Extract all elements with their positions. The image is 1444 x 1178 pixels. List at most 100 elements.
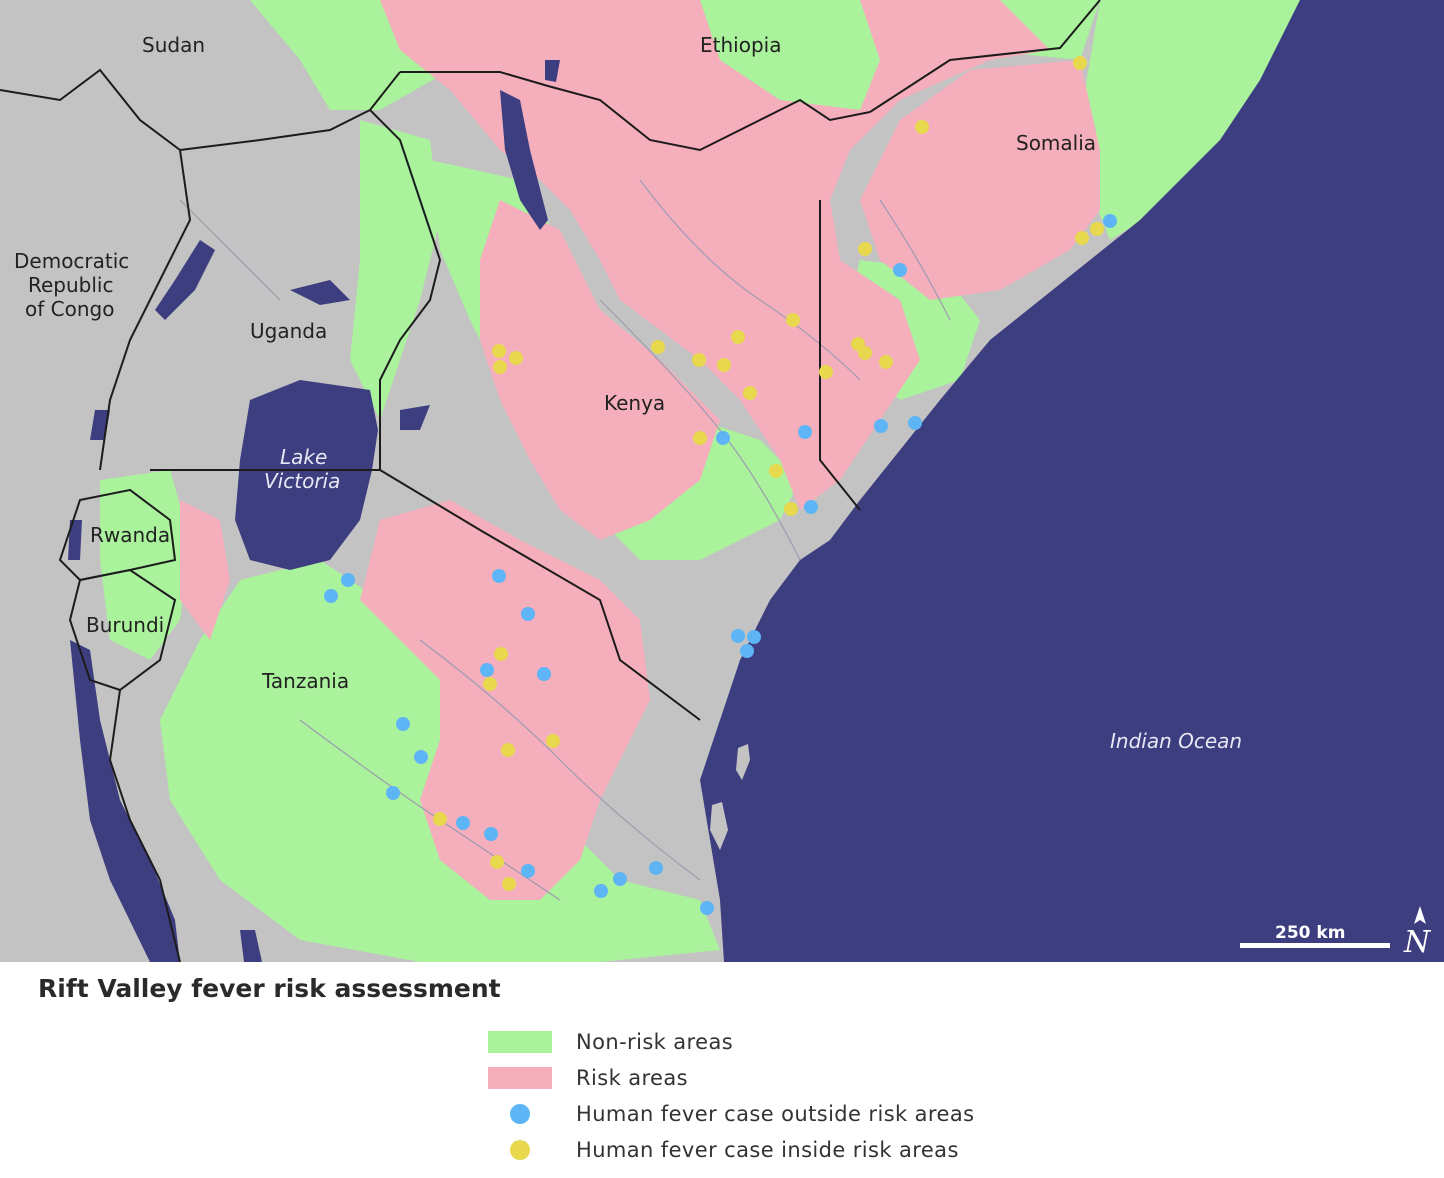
case-outside-marker bbox=[456, 816, 470, 830]
lake-chamo bbox=[545, 60, 560, 82]
legend-item-case-inside: Human fever case inside risk areas bbox=[488, 1136, 959, 1164]
risk-zones bbox=[180, 0, 1100, 900]
lake-tanganyika bbox=[70, 640, 180, 962]
border-burundi bbox=[68, 568, 177, 692]
risk-swatch bbox=[488, 1067, 552, 1089]
case-inside-marker bbox=[915, 120, 929, 134]
case-inside-marker bbox=[858, 346, 872, 360]
case-outside-marker bbox=[747, 630, 761, 644]
case-outside-marker bbox=[874, 419, 888, 433]
label-indian-ocean: Indian Ocean bbox=[1110, 729, 1242, 753]
border-sudan-drc bbox=[0, 68, 181, 151]
border-kenya-tanzania bbox=[379, 469, 701, 721]
case-outside-marker bbox=[484, 827, 498, 841]
border-tanzania-drc bbox=[108, 689, 181, 962]
lakes bbox=[68, 60, 560, 962]
lake-malawi-tip bbox=[240, 930, 262, 962]
map-view[interactable]: Sudan Ethiopia Somalia Democratic Republ… bbox=[0, 0, 1444, 962]
case-inside-marker bbox=[731, 330, 745, 344]
case-inside-marker bbox=[1075, 231, 1089, 245]
lake-kyoga bbox=[290, 280, 350, 305]
case-outside-marker bbox=[386, 786, 400, 800]
legend-label-case-outside: Human fever case outside risk areas bbox=[576, 1102, 975, 1126]
north-arrow-letter: N bbox=[1403, 925, 1432, 960]
lake-victoria bbox=[235, 380, 378, 570]
border-kenya-ethiopia bbox=[400, 71, 871, 152]
label-drc-line3: of Congo bbox=[25, 297, 114, 321]
case-outside-marker bbox=[521, 864, 535, 878]
case-inside-marker bbox=[858, 242, 872, 256]
label-uganda: Uganda bbox=[250, 319, 327, 343]
case-outside-marker bbox=[716, 431, 730, 445]
case-outside-dot-icon bbox=[510, 1104, 530, 1124]
case-inside-marker bbox=[509, 351, 523, 365]
case-inside-marker bbox=[490, 855, 504, 869]
case-outside-marker bbox=[731, 629, 745, 643]
case-inside-marker bbox=[819, 365, 833, 379]
border-rwanda bbox=[58, 488, 177, 582]
label-kenya: Kenya bbox=[604, 391, 665, 415]
rivers bbox=[179, 179, 951, 901]
indian-ocean bbox=[700, 0, 1444, 962]
case-outside-marker bbox=[908, 416, 922, 430]
case-outside-marker bbox=[324, 589, 338, 603]
case-inside-marker bbox=[717, 358, 731, 372]
case-inside-marker bbox=[784, 502, 798, 516]
island-zanzibar bbox=[710, 802, 728, 850]
label-lake-victoria-line2: Victoria bbox=[264, 469, 340, 493]
label-ethiopia: Ethiopia bbox=[700, 33, 781, 57]
non-risk-swatch bbox=[488, 1031, 552, 1053]
country-labels: Sudan Ethiopia Somalia Democratic Republ… bbox=[14, 33, 1096, 693]
case-outside-marker bbox=[740, 644, 754, 658]
case-inside-marker bbox=[879, 355, 893, 369]
label-tanzania: Tanzania bbox=[261, 669, 349, 693]
case-inside-marker bbox=[501, 743, 515, 757]
legend-item-risk: Risk areas bbox=[488, 1064, 688, 1092]
case-inside-marker bbox=[433, 812, 447, 826]
legend-title: Rift Valley fever risk assessment bbox=[38, 974, 501, 1003]
label-drc-line2: Republic bbox=[28, 273, 113, 297]
case-inside-dot-icon bbox=[510, 1140, 530, 1160]
lake-nakuru bbox=[400, 405, 430, 430]
case-outside-marker bbox=[804, 500, 818, 514]
case-inside-marker bbox=[1073, 56, 1087, 70]
island-pemba bbox=[736, 744, 750, 780]
case-inside-marker bbox=[769, 464, 783, 478]
label-somalia: Somalia bbox=[1016, 131, 1096, 155]
scale-bar: 250 km bbox=[1240, 923, 1390, 948]
case-inside-marker bbox=[786, 313, 800, 327]
case-outside-marker bbox=[798, 425, 812, 439]
north-arrow-icon: N bbox=[1403, 906, 1432, 960]
legend-label-case-inside: Human fever case inside risk areas bbox=[576, 1138, 959, 1162]
label-rwanda: Rwanda bbox=[90, 523, 170, 547]
label-drc-line1: Democratic bbox=[14, 249, 129, 273]
case-inside-marker bbox=[1090, 222, 1104, 236]
border-uganda-sudan bbox=[179, 109, 371, 151]
lake-albert bbox=[155, 240, 215, 320]
case-outside-marker bbox=[414, 750, 428, 764]
lake-turkana bbox=[500, 90, 548, 230]
label-burundi: Burundi bbox=[86, 613, 164, 637]
case-outside-marker bbox=[396, 717, 410, 731]
case-inside-marker bbox=[483, 677, 497, 691]
scale-bar-line bbox=[1240, 943, 1390, 948]
case-outside-marker bbox=[700, 901, 714, 915]
case-outside-marker bbox=[1103, 214, 1117, 228]
border-kenya-somalia bbox=[819, 200, 861, 511]
case-inside-marker bbox=[546, 734, 560, 748]
label-sudan: Sudan bbox=[142, 33, 205, 57]
case-outside-marker bbox=[521, 607, 535, 621]
legend-item-case-outside: Human fever case outside risk areas bbox=[488, 1100, 974, 1128]
case-outside-marker bbox=[613, 872, 627, 886]
case-outside-marker bbox=[480, 663, 494, 677]
case-outside-marker bbox=[492, 569, 506, 583]
case-inside-marker bbox=[651, 340, 665, 354]
case-inside-marker bbox=[693, 431, 707, 445]
case-inside-marker bbox=[743, 386, 757, 400]
case-outside-marker bbox=[649, 861, 663, 875]
case-inside-marker bbox=[692, 353, 706, 367]
water-labels: Lake Victoria Indian Ocean bbox=[264, 445, 1242, 753]
legend-label-non-risk: Non-risk areas bbox=[576, 1030, 734, 1054]
country-borders bbox=[0, 0, 1101, 962]
case-outside-marker bbox=[341, 573, 355, 587]
